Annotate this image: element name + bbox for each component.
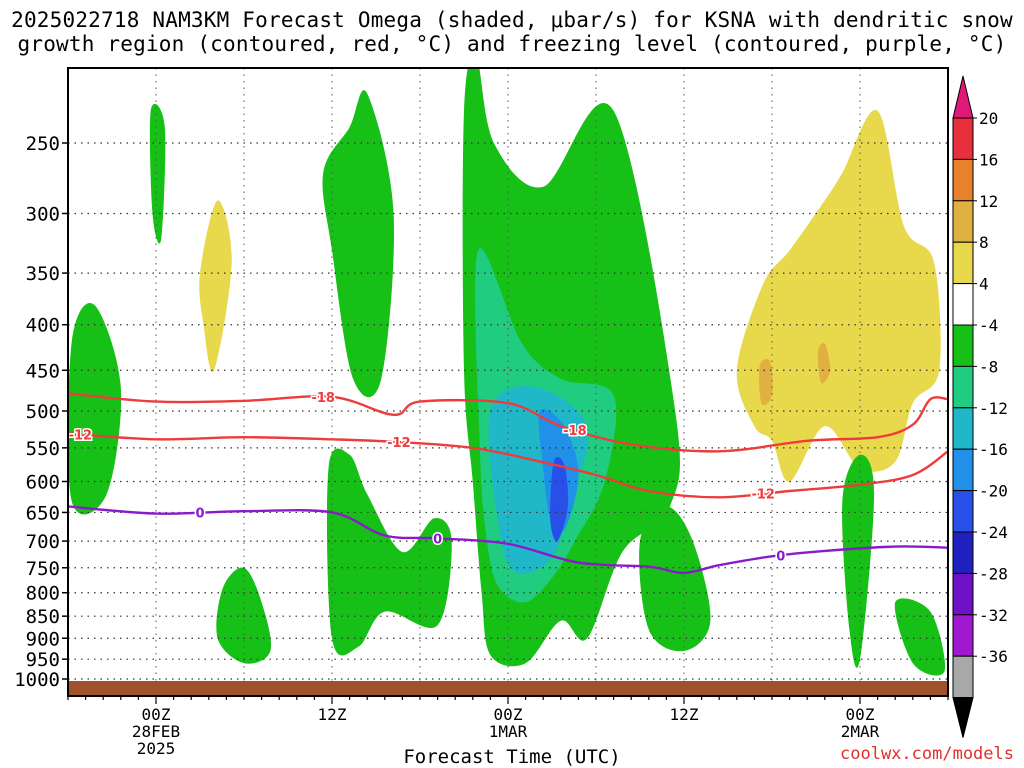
colorbar-bottom-arrow	[952, 697, 974, 738]
colorbar-label-8: -16	[979, 440, 1008, 459]
colorbar-label-9: -20	[979, 482, 1008, 501]
y-tick-label-850: 850	[26, 606, 60, 628]
plot-grid	[68, 68, 948, 696]
y-tick-label-250: 250	[26, 133, 60, 155]
ground-bar	[68, 681, 948, 696]
x-tick-label-3-0: 12Z	[670, 705, 699, 724]
y-tick-label-400: 400	[26, 315, 60, 337]
x-axis-title: Forecast Time (UTC)	[403, 746, 621, 768]
freezing-level-contour-label: 0	[195, 506, 204, 521]
y-tick-label-350: 350	[26, 263, 60, 285]
colorbar-label-11: -28	[979, 564, 1008, 583]
site-credit: coolwx.com/models	[840, 744, 1014, 764]
colorbar-band-6	[952, 324, 974, 367]
omega-region-16	[894, 598, 946, 676]
y-tick-label-500: 500	[26, 401, 60, 423]
dgz-contour-minus12	[68, 432, 948, 499]
colorbar-label-7: -12	[979, 399, 1008, 418]
colorbar-band-1	[952, 117, 974, 160]
colorbar: 20 16 12 8 4 -4 -8 -12 -16 -20 -24 -28 -32 -36	[952, 75, 1008, 738]
ground-surface	[68, 681, 948, 696]
colorbar-band-2	[952, 158, 974, 202]
freezing-level-contour	[68, 505, 948, 575]
dgz-contour-minus18	[68, 392, 948, 453]
y-tick-label-650: 650	[26, 502, 60, 524]
colorbar-band-9	[952, 448, 974, 492]
dgz-contour-minus18-label: -18	[563, 424, 587, 439]
colorbar-label-4: 4	[979, 275, 989, 294]
x-tick-label-0-2: 2025	[137, 739, 176, 758]
temperature-contours: -18 -18 -12 -12 -12 0 0 0	[68, 390, 948, 575]
omega-region-0	[68, 303, 122, 515]
colorbar-label-5: -4	[979, 316, 998, 335]
y-tick-label-800: 800	[26, 583, 60, 605]
x-tick-label-0-0: 00Z	[142, 705, 171, 724]
y-tick-label-1000: 1000	[14, 669, 60, 691]
colorbar-band-10	[952, 490, 974, 533]
colorbar-label-12: -32	[979, 606, 1008, 625]
omega-shading	[68, 68, 946, 676]
y-tick-label-600: 600	[26, 471, 60, 493]
colorbar-label-1: 16	[979, 150, 998, 169]
colorbar-band-8	[952, 407, 974, 450]
colorbar-label-0: 20	[979, 109, 998, 128]
y-tick-label-550: 550	[26, 438, 60, 460]
x-tick-label-4-0: 00Z	[846, 705, 875, 724]
colorbar-band-5	[952, 283, 974, 326]
omega-region-12	[842, 454, 875, 668]
omega-region-9	[736, 109, 941, 482]
colorbar-top-arrow	[952, 75, 974, 119]
freezing-level-contour-label: 0	[776, 549, 785, 564]
omega-region-13	[326, 448, 452, 656]
colorbar-band-14	[952, 655, 974, 699]
dgz-contour-minus12-label: -12	[69, 428, 93, 443]
omega-region-10	[817, 342, 831, 384]
y-tick-label-300: 300	[26, 203, 60, 225]
omega-region-15	[639, 506, 711, 652]
omega-region-1	[149, 103, 166, 244]
colorbar-band-12	[952, 572, 974, 616]
omega-region-2	[199, 200, 232, 373]
omega-region-8	[550, 456, 569, 542]
colorbar-label-6: -8	[979, 357, 998, 376]
dgz-contour-minus12-label: -12	[387, 436, 411, 451]
chart-title-line-1: 2025022718 NAM3KM Forecast Omega (shaded…	[11, 8, 1013, 32]
colorbar-label-13: -36	[979, 647, 1008, 666]
colorbar-label-2: 12	[979, 192, 998, 211]
y-tick-label-900: 900	[26, 628, 60, 650]
x-tick-label-2-1: 1MAR	[489, 722, 528, 741]
colorbar-band-11	[952, 531, 974, 574]
x-tick-label-0-1: 28FEB	[132, 722, 180, 741]
colorbar-band-4	[952, 241, 974, 285]
x-tick-label-4-1: 2MAR	[841, 722, 880, 741]
freezing-level-contour-label: 0	[433, 532, 442, 547]
y-axis: 2503003504004505005506006507007508008509…	[14, 133, 68, 691]
y-tick-label-750: 750	[26, 558, 60, 580]
colorbar-band-3	[952, 200, 974, 243]
chart-title-line-2: growth region (contoured, red, °C) and f…	[17, 32, 1007, 56]
x-tick-label-2-0: 00Z	[494, 705, 523, 724]
dgz-contour-minus12-label: -12	[751, 487, 775, 502]
x-tick-label-1-0: 12Z	[318, 705, 347, 724]
colorbar-band-7	[952, 365, 974, 409]
y-tick-label-700: 700	[26, 531, 60, 553]
omega-region-11	[759, 358, 773, 406]
colorbar-band-13	[952, 614, 974, 657]
y-tick-label-450: 450	[26, 360, 60, 382]
dgz-contour-minus18-label: -18	[311, 391, 335, 406]
colorbar-label-10: -24	[979, 523, 1008, 542]
y-tick-label-950: 950	[26, 649, 60, 671]
colorbar-label-3: 8	[979, 233, 989, 252]
omega-region-3	[322, 90, 395, 398]
